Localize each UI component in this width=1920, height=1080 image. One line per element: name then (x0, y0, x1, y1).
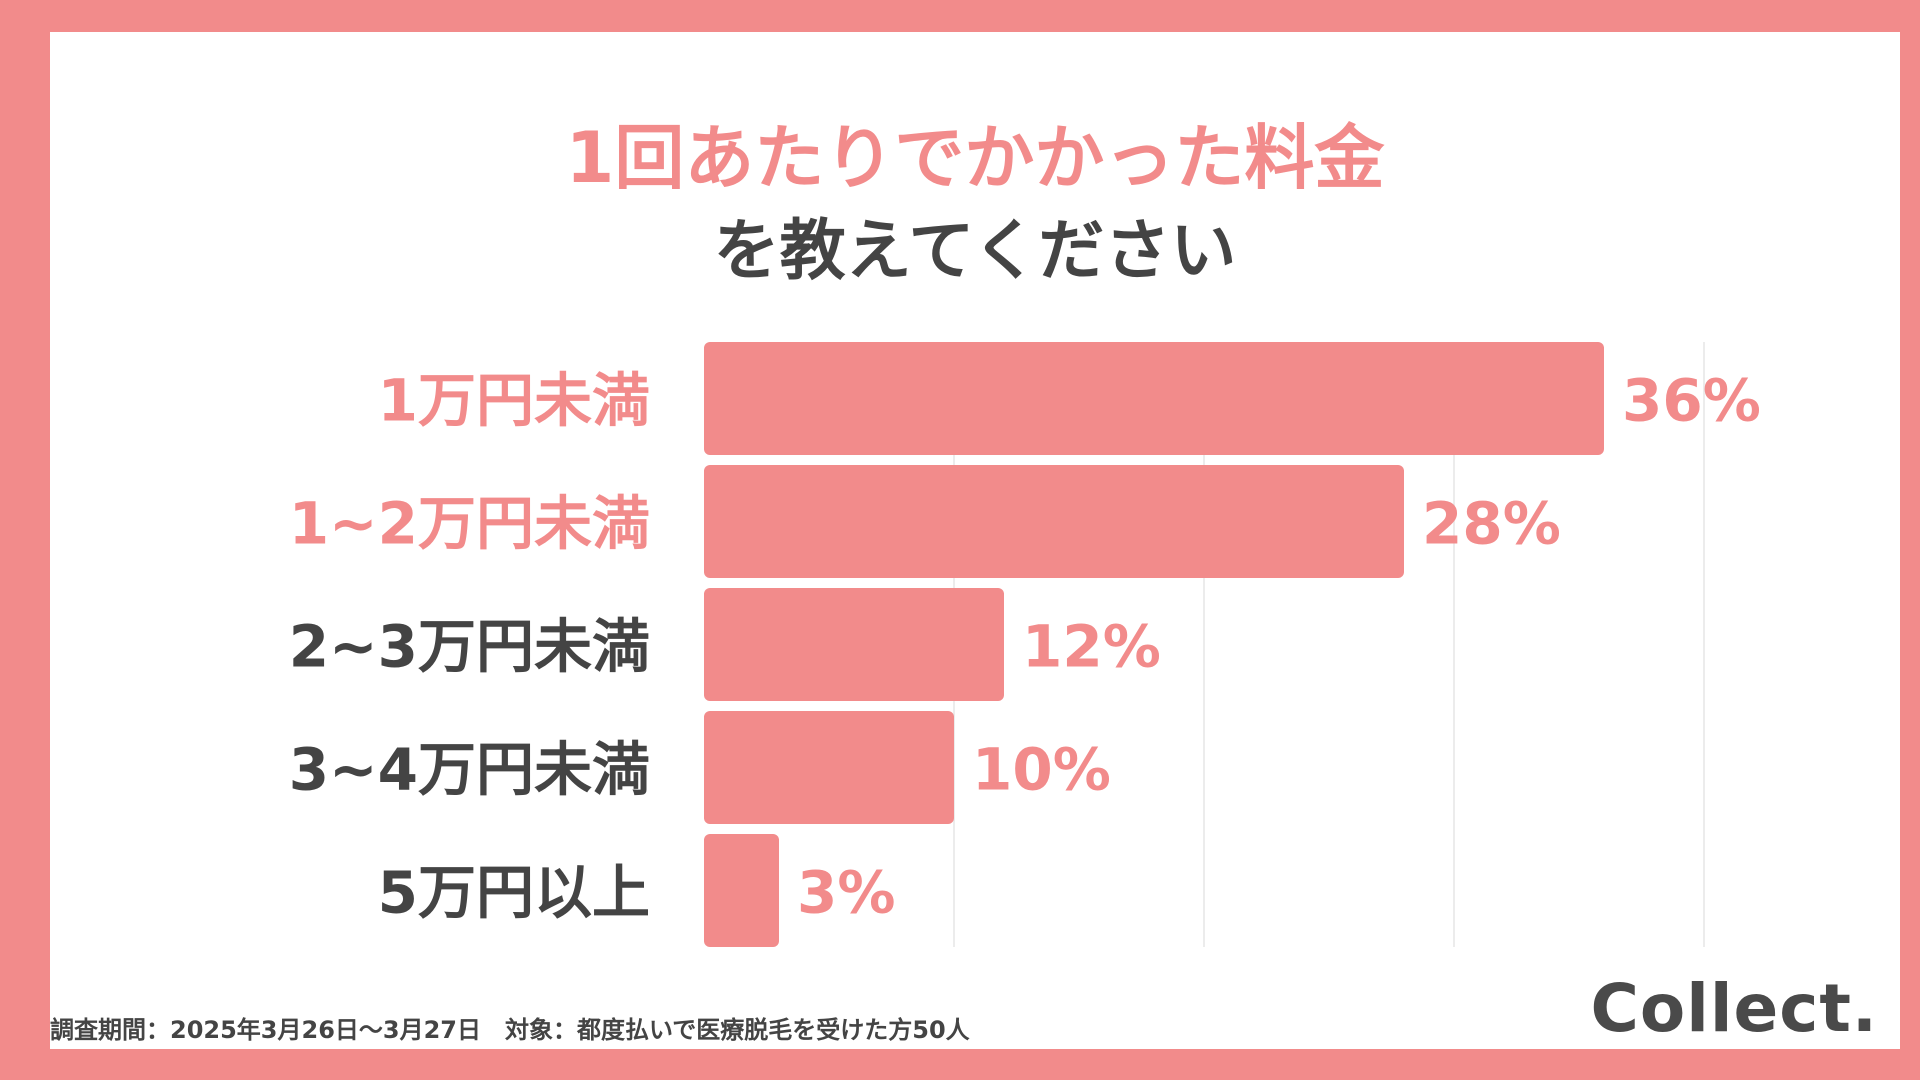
category-label-1: 1万円未満 (378, 367, 650, 435)
category-label-5: 5万円以上 (378, 859, 650, 927)
chart-panel: 1回あたりでかかった料金 を教えてください 調査期間：2025年3月26日〜3月… (50, 32, 1900, 1049)
bar-2 (704, 465, 1404, 578)
category-label-2: 1~2万円未満 (289, 490, 650, 558)
value-label-4: 10% (972, 736, 1111, 804)
bar-4 (704, 711, 954, 824)
survey-footnote: 調査期間：2025年3月26日〜3月27日 対象：都度払いで医療脱毛を受けた方5… (50, 1016, 970, 1044)
collect-logo: Collect. (1590, 970, 1878, 1047)
category-label-4: 3~4万円未満 (289, 736, 650, 804)
value-label-5: 3% (797, 859, 895, 927)
value-label-1: 36% (1622, 367, 1761, 435)
chart-title-line1: 1回あたりでかかった料金 (565, 117, 1385, 199)
category-label-3: 2~3万円未満 (289, 613, 650, 681)
bar-1 (704, 342, 1604, 455)
value-label-2: 28% (1422, 490, 1561, 558)
chart-title-line2: を教えてください (713, 212, 1237, 289)
bar-3 (704, 588, 1004, 701)
value-label-3: 12% (1022, 613, 1161, 681)
bar-5 (704, 834, 779, 947)
